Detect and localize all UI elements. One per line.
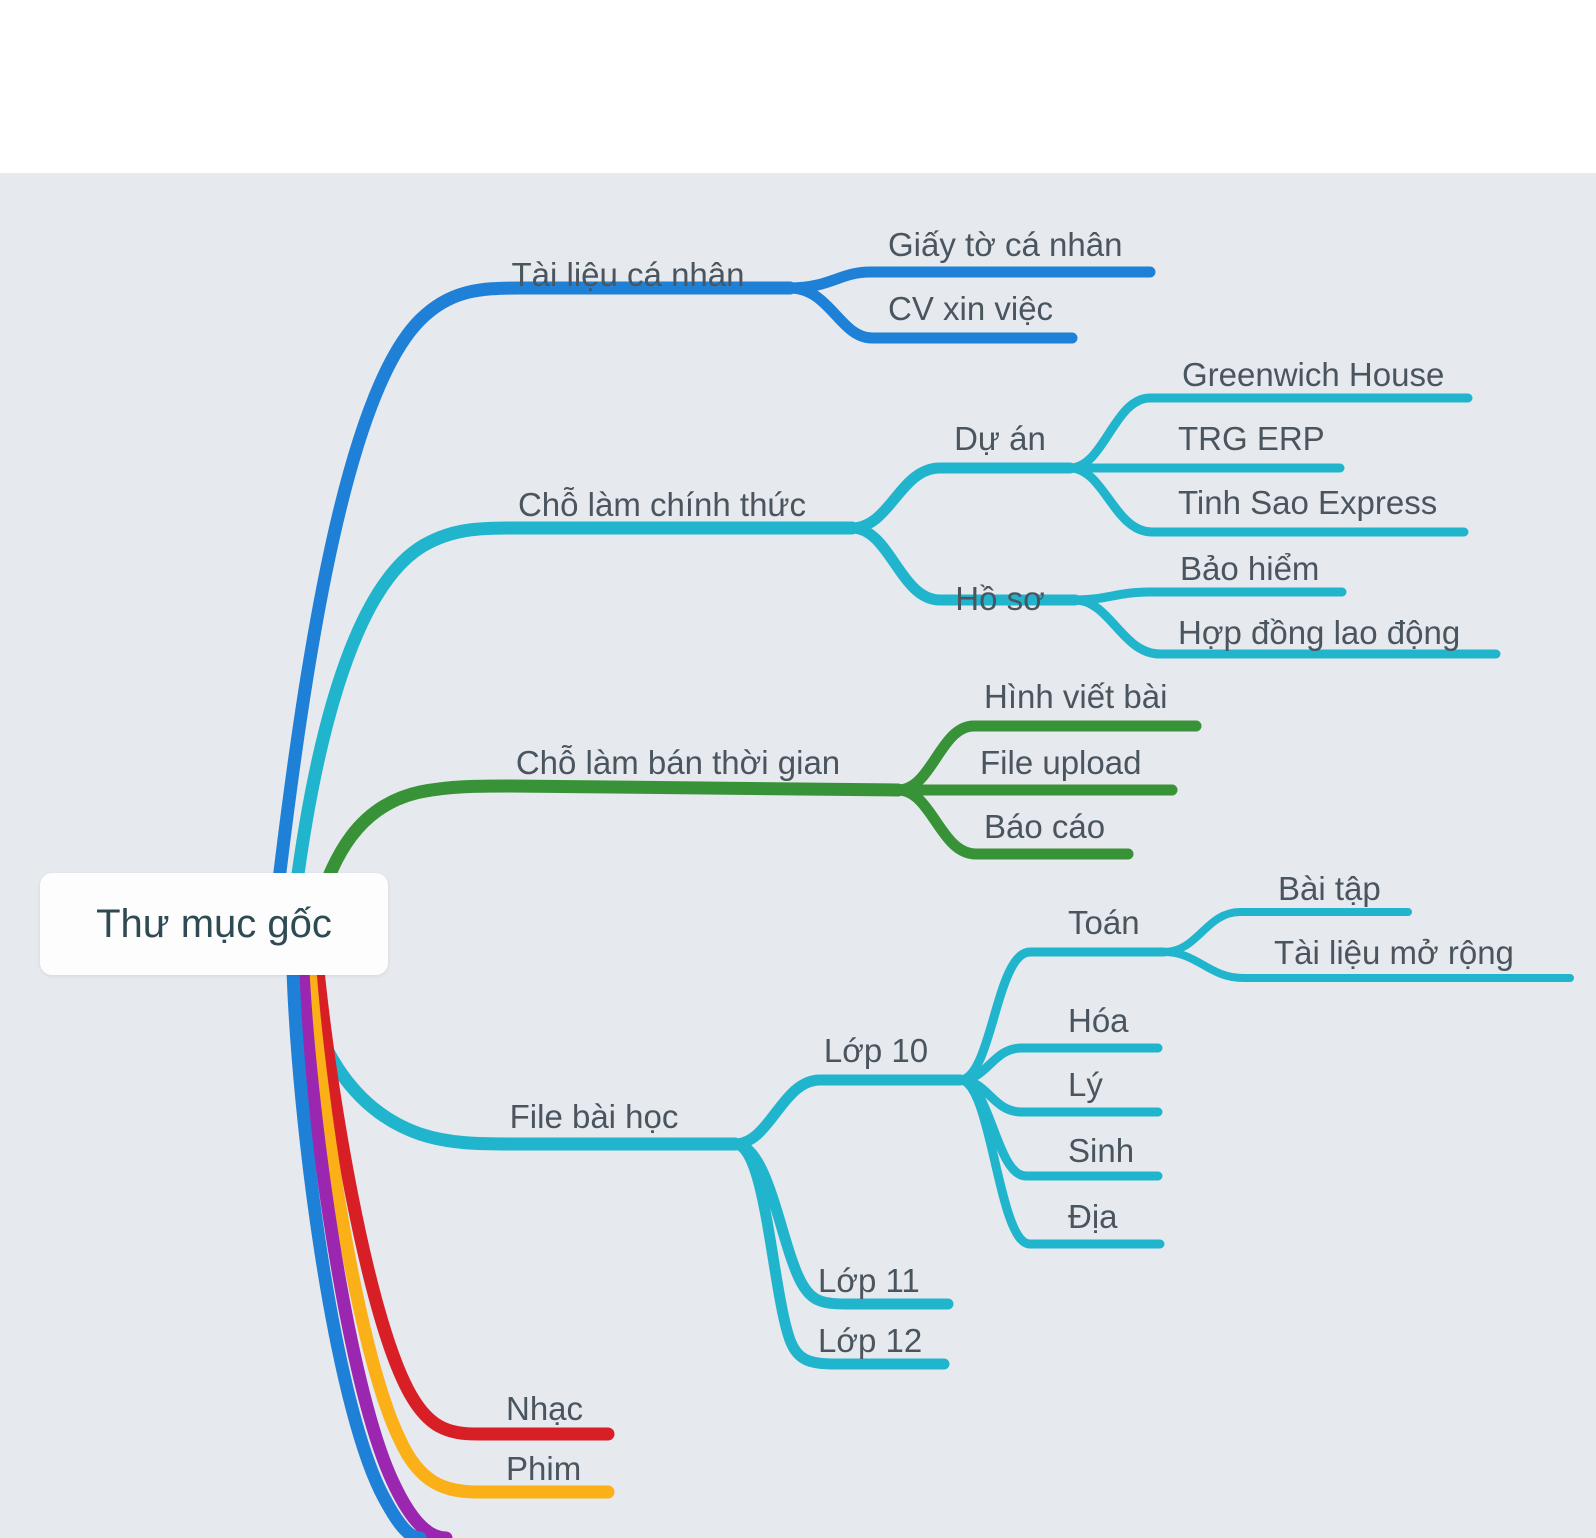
node-lop-12[interactable]: Lớp 12 (818, 1322, 923, 1359)
node-cho-lam-chinh-thuc[interactable]: Chỗ làm chính thức (517, 486, 807, 523)
node-lop-11[interactable]: Lớp 11 (818, 1262, 920, 1299)
node-sinh[interactable]: Sinh (1068, 1132, 1135, 1169)
node-hoa[interactable]: Hóa (1068, 1002, 1129, 1039)
node-lop-10[interactable]: Lớp 10 (823, 1032, 929, 1069)
node-toan[interactable]: Toán (1068, 904, 1140, 941)
node-du-an[interactable]: Dự án (954, 420, 1046, 457)
node-bao-hiem[interactable]: Bảo hiểm (1180, 550, 1320, 587)
root-node-label: Thư mục gốc (96, 901, 332, 946)
node-hop-dong-lao-dong[interactable]: Hợp đồng lao động (1178, 614, 1461, 651)
node-file-bai-hoc[interactable]: File bài học (509, 1098, 679, 1135)
node-hinh-viet-bai[interactable]: Hình viết bài (984, 678, 1168, 715)
node-tai-lieu-mo-rong[interactable]: Tài liệu mở rộng (1274, 934, 1514, 971)
node-ly[interactable]: Lý (1068, 1066, 1103, 1103)
node-cv-xin-viec[interactable]: CV xin việc (888, 290, 1054, 327)
node-giay-to-ca-nhan[interactable]: Giấy tờ cá nhân (888, 226, 1123, 263)
node-greenwich-house[interactable]: Greenwich House (1182, 356, 1445, 393)
top-white-band (0, 0, 1596, 173)
node-file-upload[interactable]: File upload (980, 744, 1142, 781)
node-cho-lam-ban-thoi-gian[interactable]: Chỗ làm bán thời gian (515, 744, 841, 781)
node-bao-cao[interactable]: Báo cáo (984, 808, 1106, 845)
node-trg-erp[interactable]: TRG ERP (1178, 420, 1325, 457)
root-node[interactable]: Thư mục gốc (40, 873, 388, 975)
node-dia[interactable]: Địa (1068, 1198, 1118, 1235)
node-tinh-sao-express[interactable]: Tinh Sao Express (1178, 484, 1438, 521)
node-nhac[interactable]: Nhạc (506, 1390, 584, 1427)
node-tai-lieu-ca-nhan[interactable]: Tài liệu cá nhân (511, 256, 745, 293)
node-bai-tap[interactable]: Bài tập (1278, 870, 1381, 907)
node-phim[interactable]: Phim (506, 1450, 582, 1487)
node-ho-so[interactable]: Hồ sơ (955, 580, 1045, 617)
